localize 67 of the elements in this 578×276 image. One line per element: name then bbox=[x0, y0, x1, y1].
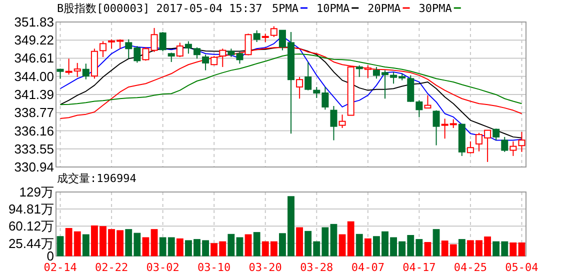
candlestick bbox=[424, 94, 432, 108]
x-tick-label: 03-02 bbox=[146, 261, 180, 274]
candlestick bbox=[100, 40, 106, 58]
chart-title: B股指数[000003] 2017-05-04 15:37 bbox=[57, 2, 262, 15]
legend-label: 5PMA bbox=[272, 2, 299, 15]
candlestick bbox=[338, 114, 346, 128]
line-series bbox=[60, 54, 522, 106]
candlestick bbox=[330, 105, 338, 141]
candlestick bbox=[518, 131, 526, 152]
x-tick-label: 02-14 bbox=[44, 261, 78, 274]
x-tick-label: 03-28 bbox=[300, 261, 334, 274]
y-tick-label: 346.61 bbox=[14, 50, 54, 66]
legend-label: 10PMA bbox=[316, 2, 350, 15]
y-tick-label: 60.12万 bbox=[8, 218, 54, 234]
candlestick bbox=[432, 110, 440, 146]
y-tick-label: 351.83 bbox=[14, 14, 54, 30]
bar bbox=[56, 236, 64, 256]
bar bbox=[458, 239, 466, 256]
x-tick-label: 04-07 bbox=[351, 261, 384, 274]
candlestick bbox=[466, 140, 474, 154]
x-tick-label: 03-20 bbox=[248, 261, 282, 274]
bar bbox=[82, 234, 90, 256]
y-tick-label: 94.81万 bbox=[8, 201, 54, 216]
chart-title: 成交量:196994 bbox=[57, 172, 137, 185]
legend-label: 30PMA bbox=[418, 2, 452, 15]
bar bbox=[364, 238, 372, 256]
candlestick bbox=[510, 140, 517, 156]
bar bbox=[356, 234, 363, 256]
y-tick-label: 0 bbox=[46, 248, 54, 264]
bar bbox=[296, 227, 303, 256]
candlestick bbox=[501, 136, 508, 152]
x-tick-label: 02-22 bbox=[94, 261, 128, 274]
x-tick-label: 05-04 bbox=[505, 261, 539, 274]
candlestick bbox=[142, 46, 150, 62]
candlestick bbox=[296, 76, 304, 100]
bar bbox=[432, 229, 440, 256]
x-tick-label: 04-25 bbox=[454, 261, 488, 274]
y-tick-label: 344.00 bbox=[14, 68, 54, 84]
bar bbox=[253, 232, 260, 256]
candlestick bbox=[150, 27, 158, 52]
candlestick bbox=[176, 42, 184, 58]
y-tick-label: 336.16 bbox=[14, 123, 54, 138]
candlestick bbox=[82, 63, 90, 80]
y-tick-label: 129万 bbox=[19, 184, 54, 200]
bar bbox=[424, 242, 432, 256]
y-tick-label: 349.22 bbox=[14, 32, 54, 48]
candlestick bbox=[159, 31, 166, 52]
y-tick-label: 333.55 bbox=[14, 141, 54, 156]
y-tick-label: 330.94 bbox=[14, 160, 54, 174]
y-tick-label: 341.39 bbox=[14, 86, 54, 102]
y-tick-label: 338.77 bbox=[14, 105, 54, 120]
candlestick bbox=[492, 128, 500, 141]
candlestick bbox=[210, 56, 218, 66]
legend-label: 20PMA bbox=[368, 2, 402, 15]
bar bbox=[176, 238, 184, 256]
candlestick bbox=[364, 64, 372, 78]
candlestick bbox=[253, 30, 260, 42]
x-tick-label: 03-10 bbox=[198, 261, 231, 274]
bar bbox=[244, 234, 252, 256]
y-tick-label: 25.44万 bbox=[8, 236, 54, 251]
x-tick-label: 04-17 bbox=[402, 261, 436, 274]
candlestick bbox=[168, 52, 175, 62]
candlestick bbox=[270, 26, 278, 38]
candlestick bbox=[356, 64, 363, 78]
candlestick bbox=[202, 54, 210, 71]
candlestick bbox=[304, 61, 312, 91]
candlestick bbox=[56, 68, 64, 80]
